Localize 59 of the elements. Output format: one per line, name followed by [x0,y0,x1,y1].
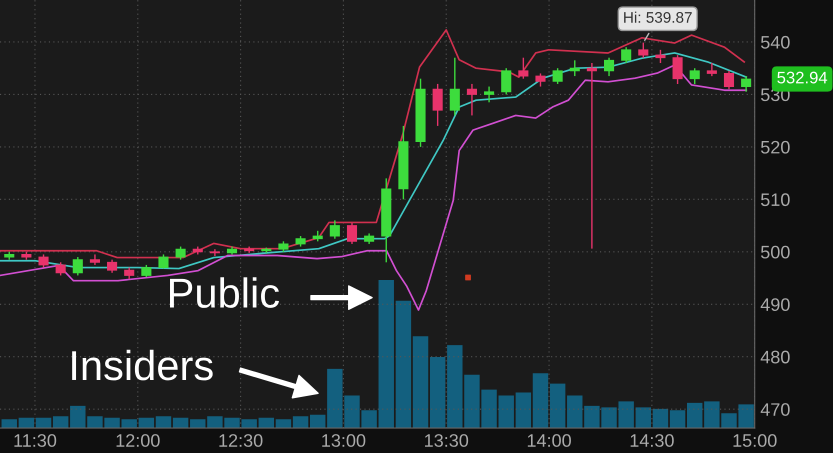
candlestick [72,256,83,276]
y-tick-label: 540 [760,36,790,49]
x-tick-label: 15:00 [733,434,777,447]
candlestick [724,70,734,90]
candlestick [124,266,134,280]
candlestick [176,246,186,260]
candlestick [141,264,152,278]
annotation: Insiders [72,350,213,380]
candlestick [432,83,443,127]
bar [532,373,548,428]
annotation: 532.94 [777,72,828,84]
y-tick-label: 480 [760,350,790,364]
candlestick [621,46,632,64]
candlestick [706,62,717,77]
bar [738,404,754,428]
candlestick [690,68,700,85]
candlestick [346,222,358,245]
candlestick [38,254,49,268]
candlestick [466,83,477,116]
candlestick [107,258,118,274]
candlestick [56,262,66,276]
candlestick [518,57,528,80]
y-tick-label: 500 [760,246,790,259]
candlestick [296,235,306,248]
candlestick [364,232,374,245]
candlestick [655,49,666,64]
candlestick [604,57,614,77]
bar [721,413,737,428]
candlestick [278,240,288,253]
bar [412,336,428,428]
candlestick [552,68,563,85]
x-tick-label: 14:00 [528,434,571,447]
candlestick [741,75,752,92]
candlestick [484,86,494,103]
x-tick-label: 13:30 [425,434,468,447]
bar [156,416,172,428]
bar [344,395,360,428]
y-tick-label: 490 [760,298,790,311]
x-tick-label: 12:00 [116,434,160,447]
candlestick [501,68,512,96]
candlestick [570,60,580,77]
y-tick-label: 520 [760,140,790,154]
x-tick-label: 11:30 [14,434,56,447]
candlestick [450,57,460,116]
bar [36,418,52,428]
annotation: Public [170,277,279,308]
candlestick [312,230,323,242]
annotation: Hi: 539.87 [624,12,692,23]
bar [224,418,240,428]
candlestick [158,254,169,270]
y-tick-label: 470 [760,403,790,416]
x-tick-label: 12:30 [219,434,262,447]
x-tick-label: 13:00 [322,434,366,447]
candlestick [535,72,546,88]
y-tick-label: 510 [760,193,790,206]
candlestick [330,220,340,240]
candlestick [638,42,648,58]
candlestick [672,54,683,85]
x-tick-label: 14:30 [630,434,674,447]
